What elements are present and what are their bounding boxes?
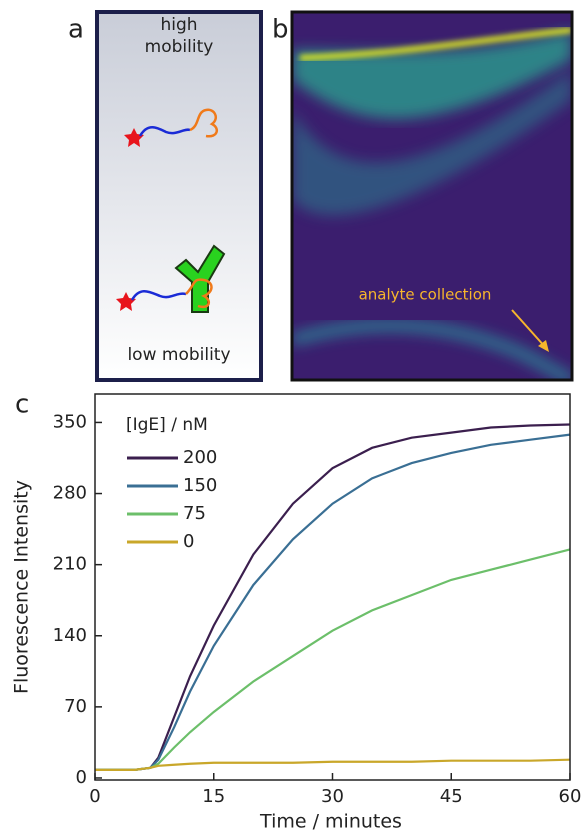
arrow-head <box>538 340 549 352</box>
annotation: analyte collection <box>359 286 492 304</box>
gel-lane <box>95 10 263 382</box>
y-tick-label: 140 <box>53 625 87 646</box>
x-tick-label: 30 <box>321 786 344 807</box>
fluorescence-image <box>292 12 572 380</box>
y-tick-label: 210 <box>53 554 87 575</box>
series-line <box>95 433 571 771</box>
y-tick-label: 0 <box>76 767 87 788</box>
legend-title: [IgE] / nM <box>126 415 208 435</box>
arrow <box>511 309 547 349</box>
legend-label: 75 <box>183 503 206 524</box>
series-line <box>95 423 571 771</box>
x-tick-label: 15 <box>202 786 225 807</box>
x-tick-label: 0 <box>89 786 100 807</box>
y-tick-label: 70 <box>64 696 87 717</box>
y-tick-label: 280 <box>53 483 87 504</box>
plot-frame <box>94 393 571 781</box>
x-tick-label: 45 <box>440 786 463 807</box>
x-tick-label: 60 <box>559 786 582 807</box>
panel-label: c <box>15 390 29 420</box>
legend-label: 200 <box>183 447 217 468</box>
lane-top-text: high mobility <box>144 15 214 57</box>
legend-label: 150 <box>183 475 217 496</box>
y-tick-label: 350 <box>53 411 87 432</box>
image-frame <box>290 10 574 382</box>
bound-complex <box>116 244 226 313</box>
x-axis-label: Time / minutes <box>259 811 402 833</box>
y-axis-label: Fluorescence Intensity <box>11 480 33 694</box>
panel-label: b <box>272 15 289 45</box>
legend-label: 0 <box>183 531 194 552</box>
series-line <box>95 758 571 771</box>
free-aptamer <box>124 108 219 147</box>
lane-bottom-text: low mobility <box>127 345 231 365</box>
panel-label: a <box>68 15 84 45</box>
